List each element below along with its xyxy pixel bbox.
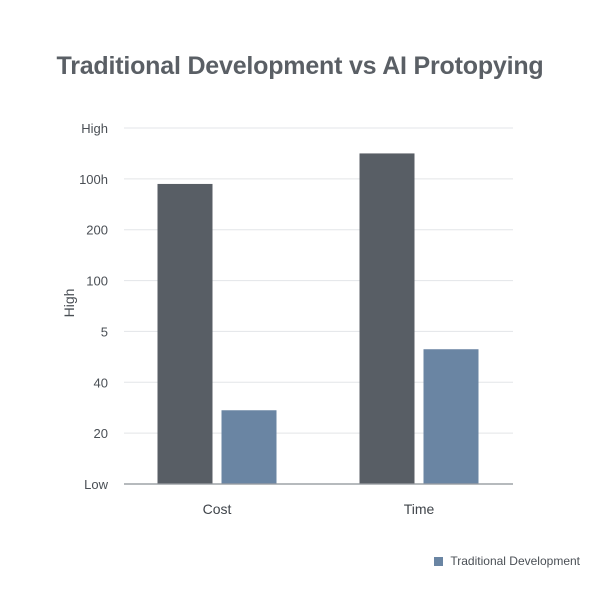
bar-cost-series-2	[221, 410, 277, 484]
legend-swatch	[434, 556, 444, 566]
y-tick-label: 5	[101, 324, 108, 339]
x-tick-label: Cost	[203, 501, 232, 517]
y-tick-label: 200	[86, 223, 108, 238]
bar-cost-series-1	[157, 183, 213, 484]
y-tick-label: High	[81, 121, 108, 136]
y-tick-label: Low	[84, 477, 108, 492]
y-tick-label: 100h	[79, 172, 108, 187]
chart-title: Traditional Development vs AI Protopying	[56, 52, 544, 80]
x-tick-label: Time	[404, 501, 435, 517]
y-tick-label: 40	[94, 375, 108, 390]
bar-time-series-1	[359, 153, 415, 484]
chart-legend: Traditional Development	[434, 554, 580, 568]
y-tick-label: 100	[86, 274, 108, 289]
legend-label: Traditional Development	[450, 554, 580, 568]
bar-time-series-2	[423, 349, 479, 484]
y-tick-label: 20	[94, 426, 108, 441]
y-axis-label: High	[61, 289, 77, 318]
